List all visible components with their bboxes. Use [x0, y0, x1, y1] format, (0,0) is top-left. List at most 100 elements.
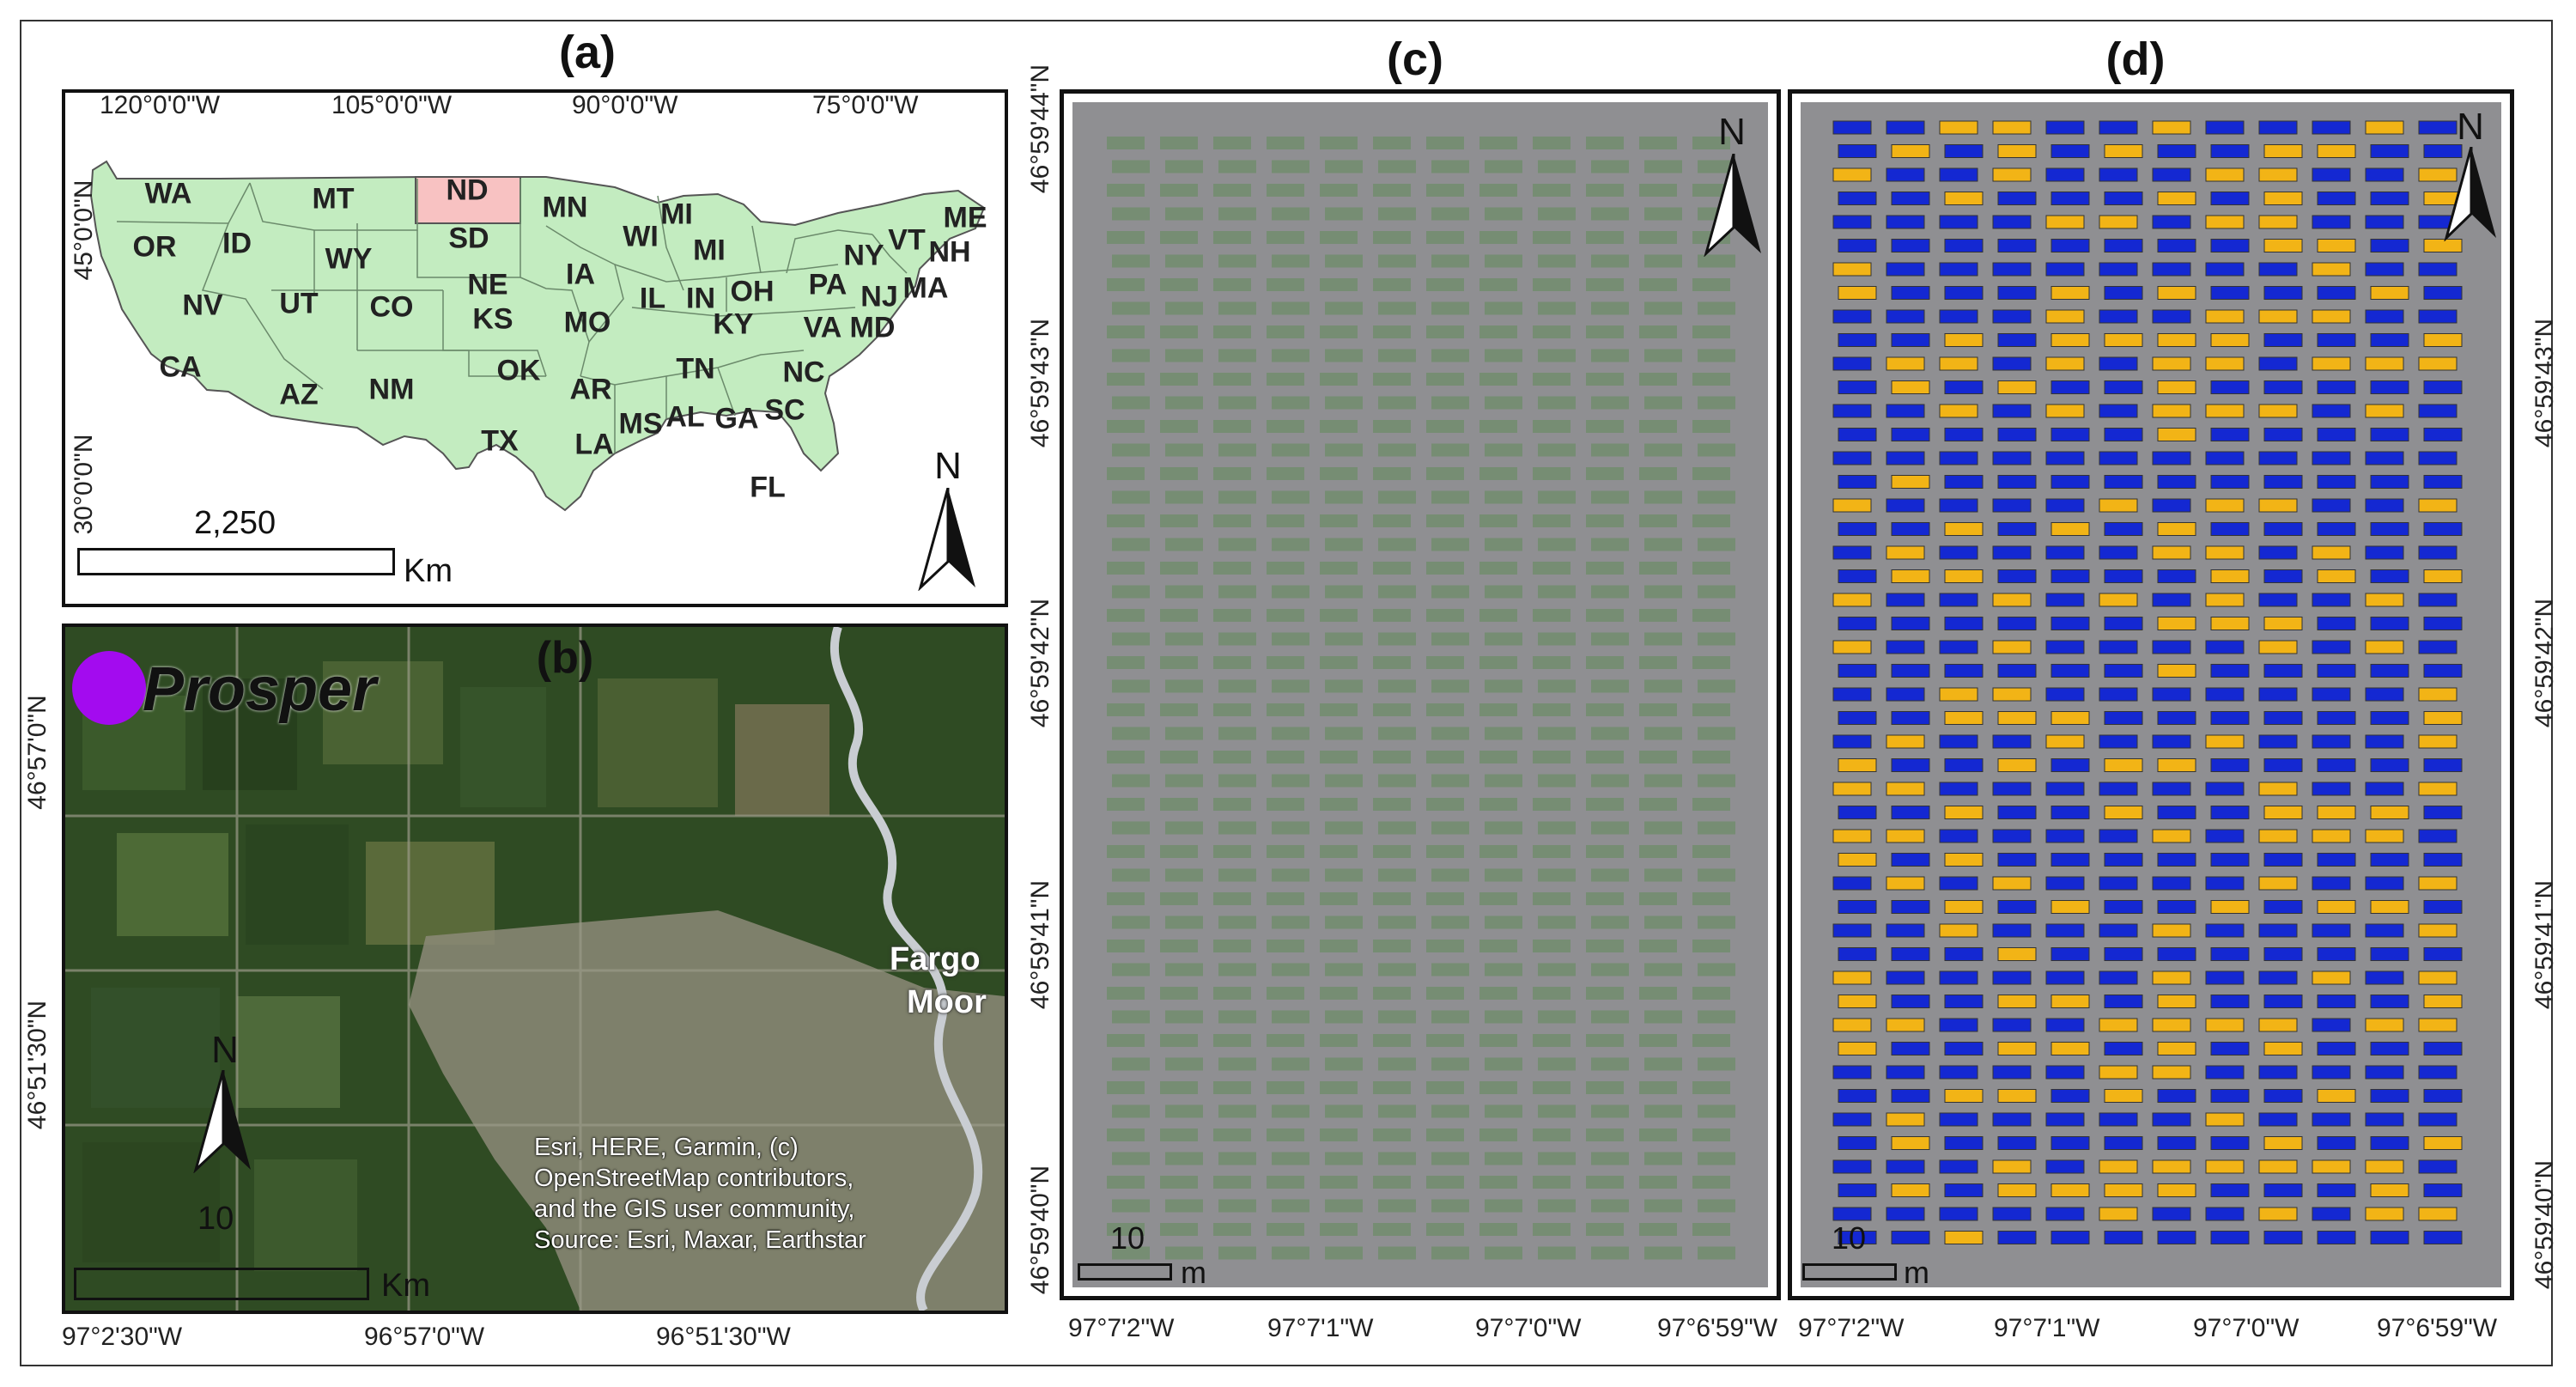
classified-plot	[2370, 711, 2409, 725]
field-plot	[1267, 987, 1304, 1000]
field-plot	[1320, 325, 1358, 338]
field-plot	[1378, 1199, 1416, 1213]
classified-plot	[2099, 120, 2138, 135]
scale-value-d: 10	[1832, 1220, 1867, 1256]
classified-plot	[2050, 1183, 2090, 1197]
classified-plot	[2210, 144, 2250, 158]
classified-plot	[2317, 664, 2356, 678]
classified-plot	[2045, 356, 2085, 371]
classified-plot	[2418, 1065, 2458, 1080]
field-plot	[1160, 373, 1198, 386]
classified-plot	[1838, 664, 1877, 678]
classified-plot	[1838, 1231, 1877, 1244]
field-plot	[1586, 231, 1624, 244]
classified-plot	[1891, 664, 1930, 678]
classified-plot	[2263, 428, 2303, 441]
field-plot	[1485, 254, 1522, 268]
field-plot	[1373, 137, 1411, 149]
field-plot	[1692, 892, 1730, 905]
lon-label-b-1: 97°2'30"W	[62, 1323, 183, 1351]
field-plot	[1112, 774, 1150, 788]
field-plot	[1267, 892, 1304, 905]
field-plot	[1112, 1057, 1150, 1071]
classified-plot	[2210, 1042, 2250, 1055]
field-plot	[1112, 868, 1150, 882]
field-plot	[1320, 467, 1358, 480]
classified-plot	[1891, 569, 1930, 583]
classified-plot	[2423, 1183, 2463, 1197]
field-plot	[1107, 1128, 1145, 1141]
classified-plot	[2050, 428, 2090, 441]
classified-plot	[1992, 215, 2032, 229]
field-plot	[1639, 325, 1677, 338]
field-plot	[1272, 1199, 1309, 1213]
field-plot	[1692, 987, 1730, 1000]
field-plot	[1533, 514, 1571, 527]
classified-plot	[2104, 995, 2143, 1008]
classified-plot	[1886, 734, 1925, 749]
classified-plot	[1944, 239, 1984, 252]
field-plot	[1213, 1128, 1251, 1141]
classified-plot	[1997, 1042, 2037, 1055]
field-plot	[1533, 231, 1571, 244]
field-plot	[1320, 137, 1358, 149]
state-ok: OK	[496, 354, 541, 387]
classified-plot	[2099, 309, 2138, 324]
field-plot	[1431, 1246, 1469, 1260]
state-me: ME	[943, 201, 987, 234]
classified-plot	[2157, 995, 2196, 1008]
field-plot	[1698, 585, 1735, 599]
classified-plot	[2365, 1065, 2404, 1080]
field-plot	[1479, 609, 1517, 622]
classified-plot	[1939, 451, 1978, 465]
field-plot	[1373, 703, 1411, 716]
classified-plot	[2365, 593, 2404, 607]
classified-plot	[2370, 995, 2409, 1008]
classified-plot	[2258, 498, 2298, 513]
field-plot	[1373, 751, 1411, 763]
field-plot	[1107, 514, 1145, 527]
field-plot	[1538, 585, 1576, 599]
classified-plot	[1939, 734, 1978, 749]
classified-plot	[2152, 734, 2191, 749]
classified-plot	[2423, 1042, 2463, 1055]
classified-plot	[2312, 876, 2351, 891]
classified-plot	[2258, 876, 2298, 891]
field-plot	[1533, 751, 1571, 763]
classified-plot	[2365, 782, 2404, 796]
classified-plot	[2312, 1207, 2351, 1221]
field-plot	[1213, 845, 1251, 858]
field-plot	[1692, 656, 1730, 669]
classified-plot	[2050, 239, 2090, 252]
classified-plot	[1944, 853, 1984, 867]
classified-plot	[2210, 428, 2250, 441]
scale-unit-c: m	[1181, 1255, 1206, 1290]
classified-plot	[2045, 215, 2085, 229]
classified-plot	[2045, 687, 2085, 702]
field-plot	[1431, 679, 1469, 693]
classified-plot	[2317, 522, 2356, 536]
classified-plot	[1838, 995, 1877, 1008]
classified-plot	[1939, 356, 1978, 371]
field-plot	[1325, 254, 1363, 268]
field-plot	[1485, 821, 1522, 835]
field-plot	[1107, 467, 1145, 480]
field-plot	[1698, 679, 1735, 693]
field-plot	[1586, 1176, 1624, 1189]
plots-c	[1107, 137, 1735, 1260]
north-arrow-d-icon	[2444, 147, 2496, 241]
field-plot	[1538, 916, 1576, 929]
field-plot	[1644, 821, 1682, 835]
field-plot	[1644, 254, 1682, 268]
classified-plot	[2099, 829, 2138, 843]
field-plot	[1320, 987, 1358, 1000]
classified-plot	[1832, 1065, 1872, 1080]
classified-plot	[2418, 593, 2458, 607]
field-plot	[1698, 632, 1735, 646]
field-plot	[1160, 420, 1198, 433]
state-tx: TX	[481, 424, 519, 458]
classified-plot	[2258, 734, 2298, 749]
field-plot	[1165, 774, 1203, 788]
classified-plot	[2050, 1089, 2090, 1103]
field-plot	[1431, 396, 1469, 410]
